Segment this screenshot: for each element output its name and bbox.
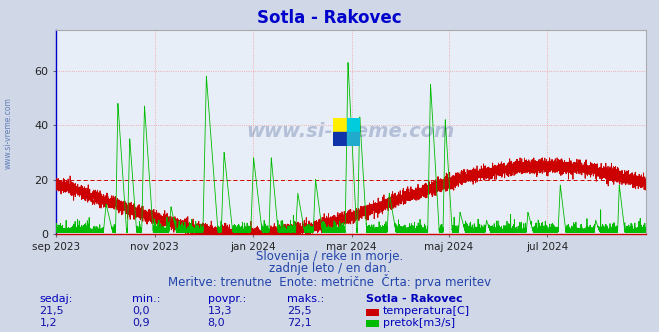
Text: povpr.:: povpr.: [208, 294, 246, 304]
Text: 13,3: 13,3 [208, 306, 232, 316]
Text: pretok[m3/s]: pretok[m3/s] [383, 318, 455, 328]
Text: 72,1: 72,1 [287, 318, 312, 328]
Bar [333, 132, 347, 146]
Text: 1,2: 1,2 [40, 318, 57, 328]
Text: sedaj:: sedaj: [40, 294, 73, 304]
Bar [347, 132, 360, 146]
Text: 25,5: 25,5 [287, 306, 311, 316]
Text: 0,0: 0,0 [132, 306, 150, 316]
Text: Meritve: trenutne  Enote: metrične  Črta: prva meritev: Meritve: trenutne Enote: metrične Črta: … [168, 274, 491, 289]
Text: www.si-vreme.com: www.si-vreme.com [3, 97, 13, 169]
Bar [347, 118, 360, 132]
Text: 0,9: 0,9 [132, 318, 150, 328]
Text: Sotla - Rakovec: Sotla - Rakovec [366, 294, 463, 304]
Text: zadnje leto / en dan.: zadnje leto / en dan. [269, 262, 390, 276]
Text: maks.:: maks.: [287, 294, 324, 304]
Text: 8,0: 8,0 [208, 318, 225, 328]
Text: temperatura[C]: temperatura[C] [383, 306, 470, 316]
Text: min.:: min.: [132, 294, 160, 304]
Text: Slovenija / reke in morje.: Slovenija / reke in morje. [256, 250, 403, 263]
Text: Sotla - Rakovec: Sotla - Rakovec [257, 9, 402, 27]
Text: 21,5: 21,5 [40, 306, 64, 316]
Bar [333, 118, 347, 132]
Text: www.si-vreme.com: www.si-vreme.com [246, 123, 455, 141]
